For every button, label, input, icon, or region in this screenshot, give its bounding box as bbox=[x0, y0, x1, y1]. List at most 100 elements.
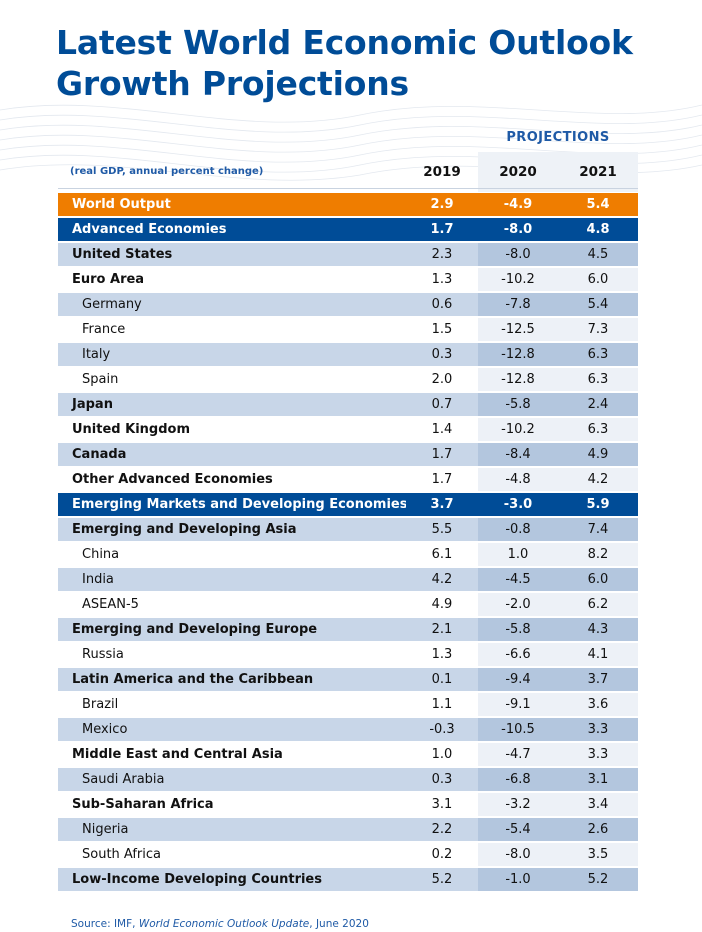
value-2019: 5.5 bbox=[406, 517, 478, 543]
value-2020: -5.4 bbox=[478, 817, 558, 843]
value-2020: -6.6 bbox=[478, 642, 558, 668]
value-2021: 4.9 bbox=[558, 442, 638, 468]
value-2021: 6.3 bbox=[558, 367, 638, 393]
value-2019: 2.2 bbox=[406, 817, 478, 843]
value-2020: -7.8 bbox=[478, 292, 558, 318]
value-2019: 3.1 bbox=[406, 792, 478, 818]
table-row: Low-Income Developing Countries 5.2 -1.0 5.… bbox=[58, 867, 638, 893]
value-2020: -5.8 bbox=[478, 392, 558, 418]
value-2021: 4.8 bbox=[558, 217, 638, 243]
value-2020: -4.5 bbox=[478, 567, 558, 593]
value-2020: -12.5 bbox=[478, 317, 558, 343]
value-2020: -10.2 bbox=[478, 417, 558, 443]
row-label: South Africa bbox=[58, 842, 406, 868]
table-row: Middle East and Central Asia 1.0 -4.7 3.3 bbox=[58, 742, 638, 768]
value-2021: 3.3 bbox=[558, 742, 638, 768]
row-label: Euro Area bbox=[58, 267, 406, 293]
table-row: Advanced Economies 1.7 -8.0 4.8 bbox=[58, 217, 638, 243]
table-row: Emerging Markets and Developing Economie… bbox=[58, 492, 638, 518]
value-2021: 4.1 bbox=[558, 642, 638, 668]
value-2020: -9.1 bbox=[478, 692, 558, 718]
table-row: Sub-Saharan Africa 3.1 -3.2 3.4 bbox=[58, 792, 638, 818]
value-2020: -4.9 bbox=[478, 193, 558, 218]
row-label: Nigeria bbox=[58, 817, 406, 843]
value-2019: 1.3 bbox=[406, 267, 478, 293]
row-label: China bbox=[58, 542, 406, 568]
value-2019: 1.7 bbox=[406, 442, 478, 468]
value-2021: 3.3 bbox=[558, 717, 638, 743]
row-label: Latin America and the Caribbean bbox=[58, 667, 406, 693]
value-2021: 5.9 bbox=[558, 492, 638, 518]
row-label: United States bbox=[58, 242, 406, 268]
value-2020: -4.7 bbox=[478, 742, 558, 768]
value-2021: 6.0 bbox=[558, 567, 638, 593]
value-2020: -8.4 bbox=[478, 442, 558, 468]
value-2020: -8.0 bbox=[478, 242, 558, 268]
value-2020: -8.0 bbox=[478, 842, 558, 868]
value-2021: 5.4 bbox=[558, 193, 638, 218]
row-label: ASEAN-5 bbox=[58, 592, 406, 618]
table-row: Spain 2.0 -12.8 6.3 bbox=[58, 367, 638, 393]
table-row: France 1.5 -12.5 7.3 bbox=[58, 317, 638, 343]
row-label: Middle East and Central Asia bbox=[58, 742, 406, 768]
title-line-1: Latest World Economic Outlook bbox=[56, 23, 633, 62]
row-label: Advanced Economies bbox=[58, 217, 406, 243]
value-2019: 2.9 bbox=[406, 193, 478, 218]
title-line-2: Growth Projections bbox=[56, 64, 409, 103]
row-label: Mexico bbox=[58, 717, 406, 743]
value-2020: -0.8 bbox=[478, 517, 558, 543]
table-row: ASEAN-5 4.9 -2.0 6.2 bbox=[58, 592, 638, 618]
row-label: Brazil bbox=[58, 692, 406, 718]
value-2019: 4.9 bbox=[406, 592, 478, 618]
value-2020: -9.4 bbox=[478, 667, 558, 693]
value-2021: 5.4 bbox=[558, 292, 638, 318]
table-row: South Africa 0.2 -8.0 3.5 bbox=[58, 842, 638, 868]
value-2021: 6.3 bbox=[558, 342, 638, 368]
table-row: India 4.2 -4.5 6.0 bbox=[58, 567, 638, 593]
value-2021: 5.2 bbox=[558, 867, 638, 893]
units-subtitle: (real GDP, annual percent change) bbox=[70, 166, 264, 177]
value-2020: -10.2 bbox=[478, 267, 558, 293]
table-row: Germany 0.6 -7.8 5.4 bbox=[58, 292, 638, 318]
value-2020: -3.2 bbox=[478, 792, 558, 818]
value-2021: 3.6 bbox=[558, 692, 638, 718]
value-2019: 6.1 bbox=[406, 542, 478, 568]
row-label: Saudi Arabia bbox=[58, 767, 406, 793]
table-row: Canada 1.7 -8.4 4.9 bbox=[58, 442, 638, 468]
row-label: Sub-Saharan Africa bbox=[58, 792, 406, 818]
value-2019: 1.1 bbox=[406, 692, 478, 718]
value-2019: 2.1 bbox=[406, 617, 478, 643]
value-2021: 7.3 bbox=[558, 317, 638, 343]
year-header-2019: 2019 bbox=[423, 164, 461, 180]
table-row: United Kingdom 1.4 -10.2 6.3 bbox=[58, 417, 638, 443]
value-2020: 1.0 bbox=[478, 542, 558, 568]
value-2019: 0.3 bbox=[406, 767, 478, 793]
value-2020: -6.8 bbox=[478, 767, 558, 793]
table-row: World Output 2.9 -4.9 5.4 bbox=[58, 193, 638, 218]
value-2021: 6.0 bbox=[558, 267, 638, 293]
year-header-2021: 2021 bbox=[579, 164, 617, 180]
value-2021: 6.3 bbox=[558, 417, 638, 443]
value-2021: 4.2 bbox=[558, 467, 638, 493]
value-2019: 0.3 bbox=[406, 342, 478, 368]
table-row: China 6.1 1.0 8.2 bbox=[58, 542, 638, 568]
value-2019: 1.0 bbox=[406, 742, 478, 768]
value-2020: -3.0 bbox=[478, 492, 558, 518]
table-row: Emerging and Developing Asia 5.5 -0.8 7.4 bbox=[58, 517, 638, 543]
table-row: Latin America and the Caribbean 0.1 -9.4 3.… bbox=[58, 667, 638, 693]
table-row: Brazil 1.1 -9.1 3.6 bbox=[58, 692, 638, 718]
value-2020: -5.8 bbox=[478, 617, 558, 643]
value-2019: 0.1 bbox=[406, 667, 478, 693]
value-2019: 0.2 bbox=[406, 842, 478, 868]
value-2021: 4.3 bbox=[558, 617, 638, 643]
header-divider bbox=[58, 188, 638, 189]
page-title: Latest World Economic Outlook Growth Pro… bbox=[56, 22, 686, 104]
row-label: World Output bbox=[58, 193, 406, 218]
source-suffix: , June 2020 bbox=[309, 918, 369, 930]
value-2021: 2.4 bbox=[558, 392, 638, 418]
background-wave-pattern bbox=[0, 104, 702, 181]
value-2020: -4.8 bbox=[478, 467, 558, 493]
row-label: Japan bbox=[58, 392, 406, 418]
value-2019: 0.6 bbox=[406, 292, 478, 318]
projections-label: PROJECTIONS bbox=[506, 130, 610, 145]
